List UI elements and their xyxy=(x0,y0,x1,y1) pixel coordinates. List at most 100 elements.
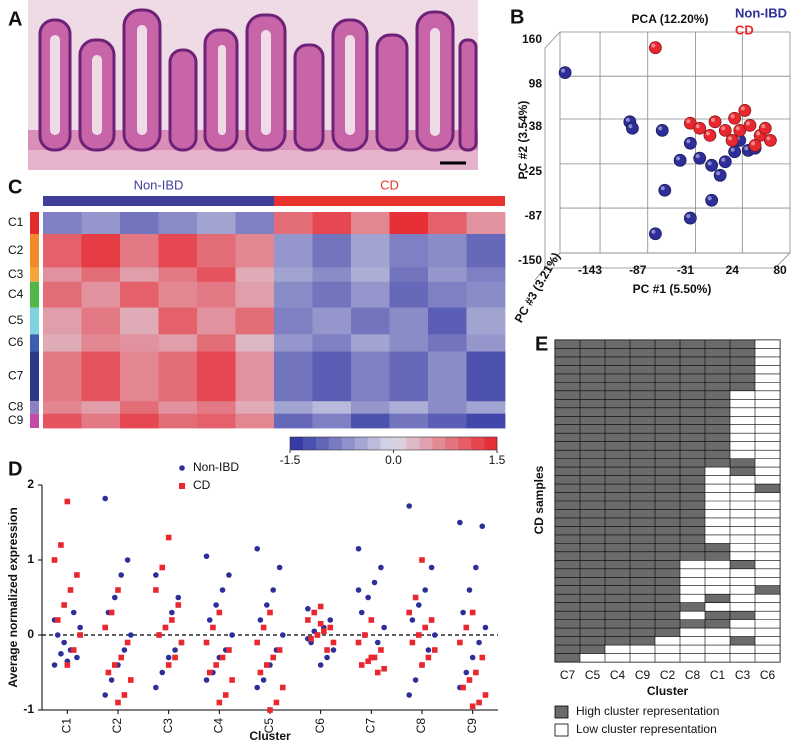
heatmap-cell xyxy=(43,212,82,235)
heatmap-cell xyxy=(389,401,429,415)
heatmap-cell xyxy=(274,233,313,268)
data-point xyxy=(153,587,159,593)
data-point xyxy=(51,557,58,563)
data-point xyxy=(175,602,182,608)
low-cell xyxy=(680,560,705,569)
low-cell xyxy=(730,399,755,408)
heatmap-cell xyxy=(466,267,506,283)
heatmap-cell xyxy=(312,281,352,308)
low-cell xyxy=(705,475,730,485)
heatmap-cell xyxy=(158,212,198,235)
heatmap-cell xyxy=(312,351,352,402)
low-cell xyxy=(655,636,680,646)
heatmap-cell xyxy=(158,401,198,415)
histology-image xyxy=(28,0,478,170)
x-axis-title: Cluster xyxy=(249,729,291,743)
data-point xyxy=(102,624,108,631)
data-point xyxy=(124,557,131,563)
data-point xyxy=(378,647,384,653)
heatmap-cell xyxy=(197,307,236,335)
panel-label: A xyxy=(8,8,22,30)
low-cell xyxy=(755,653,780,662)
low-cell xyxy=(755,390,780,400)
point-highlight xyxy=(707,161,712,166)
low-cell xyxy=(730,450,755,459)
cluster-label: C8 xyxy=(8,400,24,414)
legend-label: CD xyxy=(193,478,211,492)
heatmap-cell xyxy=(428,413,467,429)
heatmap-cell xyxy=(274,401,313,415)
low-cell xyxy=(755,526,780,535)
heatmap-cell xyxy=(120,351,159,402)
data-point xyxy=(355,545,362,552)
point-highlight xyxy=(628,124,633,129)
data-point xyxy=(457,639,463,646)
data-point xyxy=(105,669,112,676)
y-axis-title: Average normalized expression xyxy=(6,507,20,687)
data-point xyxy=(558,66,572,80)
data-point xyxy=(229,632,235,638)
data-point xyxy=(713,168,727,182)
low-cell xyxy=(755,365,780,374)
low-cell xyxy=(605,645,630,654)
group-bar xyxy=(274,196,505,206)
legend-marker xyxy=(179,483,185,489)
data-point xyxy=(358,609,365,616)
heatmap-cell xyxy=(312,334,352,352)
data-point xyxy=(219,654,226,661)
low-cell xyxy=(730,534,755,544)
heatmap-cell xyxy=(81,233,121,268)
heatmap-cell xyxy=(81,413,121,429)
data-point xyxy=(305,605,311,612)
point-highlight xyxy=(686,214,691,219)
data-point xyxy=(371,654,378,661)
panel-label: D xyxy=(8,458,22,480)
heatmap-cell xyxy=(197,413,236,429)
data-point xyxy=(124,639,131,646)
point-highlight xyxy=(716,171,721,176)
legend-label: Non-IBD xyxy=(735,5,787,20)
panel-label: C xyxy=(8,176,22,198)
low-cell xyxy=(755,340,780,349)
point-highlight xyxy=(651,43,656,48)
heatmap-cell xyxy=(351,351,390,402)
x-tick-label: C8 xyxy=(685,668,701,682)
low-cell xyxy=(755,424,780,434)
heatmap-cell xyxy=(158,281,198,308)
data-point xyxy=(273,699,280,706)
data-point xyxy=(479,654,486,661)
point-highlight xyxy=(660,186,665,191)
heatmap-cell xyxy=(235,281,275,308)
data-point xyxy=(61,602,67,608)
low-cell xyxy=(755,399,780,408)
legend-label: CD xyxy=(735,22,754,37)
point-highlight xyxy=(730,147,735,152)
data-point xyxy=(428,564,435,571)
colorbar-step xyxy=(315,437,330,450)
x-tick-label: C3 xyxy=(161,718,175,734)
low-cell xyxy=(755,602,780,612)
low-cell xyxy=(705,492,730,501)
data-point xyxy=(267,609,273,616)
data-point xyxy=(463,669,470,676)
data-point xyxy=(728,145,742,159)
heatmap-cell xyxy=(158,351,198,402)
heatmap-cell xyxy=(158,233,198,268)
heatmap-cell xyxy=(274,307,313,335)
data-point xyxy=(64,498,71,505)
heatmap-cell xyxy=(428,334,467,352)
x-tick-label: C6 xyxy=(313,718,327,734)
point-highlight xyxy=(676,156,681,161)
heatmap-cell xyxy=(81,281,121,308)
point-highlight xyxy=(707,196,712,201)
cluster-bar xyxy=(30,413,39,428)
data-point xyxy=(327,624,334,631)
y-tick-label: 98 xyxy=(529,76,543,90)
low-cell xyxy=(705,585,730,595)
low-cell xyxy=(705,560,730,569)
data-point xyxy=(51,662,58,668)
data-point xyxy=(655,123,669,137)
low-cell xyxy=(680,628,705,637)
data-point xyxy=(128,632,134,638)
data-point xyxy=(374,639,381,646)
